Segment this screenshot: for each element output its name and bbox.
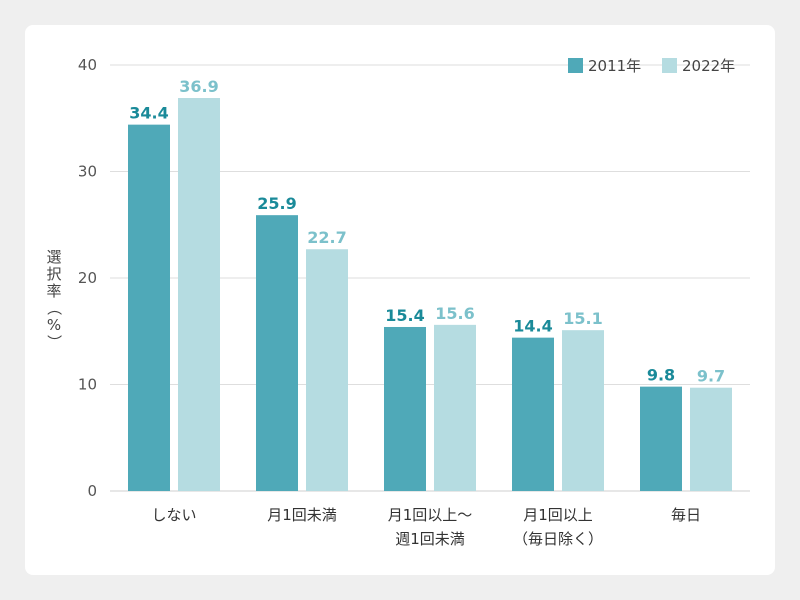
legend-swatch [662,58,677,73]
y-axis-label-text: % [47,316,61,334]
y-tick-label: 10 [78,376,97,394]
value-label: 14.4 [513,317,552,336]
y-axis-label-text: 選 [46,248,61,266]
y-tick-label: 0 [87,482,97,500]
category-labels: しない 月1回未満 月1回以上～ 週1回未満 月1回以上 （毎日除く） 毎日 [151,506,701,548]
legend-label: 2022年 [682,57,735,75]
y-tick-label: 40 [78,56,97,74]
y-axis-label: 選択率（%） [45,248,63,350]
bar-2011-4 [640,386,682,491]
category-label: 月1回以上 [523,506,593,524]
y-axis-ticks: 0 10 20 30 40 [78,56,97,500]
bar-2011-1 [256,215,298,492]
bar-2011-0 [128,124,170,491]
y-axis-label-text: 択 [46,265,61,283]
y-axis-label-char: % [47,316,61,334]
y-tick-label: 20 [78,269,97,287]
bar-2022-1 [306,249,348,491]
category-label: しない [151,506,196,524]
y-axis-label-text: ） [45,334,63,349]
y-axis-label-char: 択 [46,265,61,283]
category-label: 毎日 [671,506,701,524]
value-label: 15.6 [435,304,474,323]
category-label: （毎日除く） [513,530,603,548]
y-axis-label-char: ） [45,334,63,349]
bar-2022-3 [562,330,604,491]
value-label: 9.8 [647,366,675,385]
bar-2011-3 [512,337,554,491]
value-label: 25.9 [257,194,296,213]
legend: 2011年 2022年 [568,57,735,75]
bar-2022-4 [690,387,732,491]
bar-2022-2 [434,324,476,491]
value-label: 15.4 [385,306,424,325]
y-axis-label-char: （ [45,300,63,315]
legend-label: 2011年 [588,57,641,75]
y-axis-label-text: 率 [46,282,61,300]
value-label: 34.4 [129,104,168,123]
category-label: 週1回未満 [395,530,465,548]
value-labels: 34.4 25.9 15.4 14.4 9.8 36.9 22.7 15.6 15.1 9.7 [129,77,725,386]
bar-2022-0 [178,98,220,491]
value-label: 22.7 [307,228,346,247]
y-axis-label-char: 率 [46,282,61,300]
category-label: 月1回以上～ [388,506,473,524]
bars [128,98,732,492]
value-label: 9.7 [697,367,725,386]
value-label: 15.1 [563,309,602,328]
category-label: 月1回未満 [267,506,337,524]
y-axis-label-char: 選 [46,248,61,266]
bar-2011-2 [384,326,426,491]
value-label: 36.9 [179,77,218,96]
y-axis-label-text: （ [45,300,63,315]
y-tick-label: 30 [78,163,97,181]
legend-swatch [568,58,583,73]
